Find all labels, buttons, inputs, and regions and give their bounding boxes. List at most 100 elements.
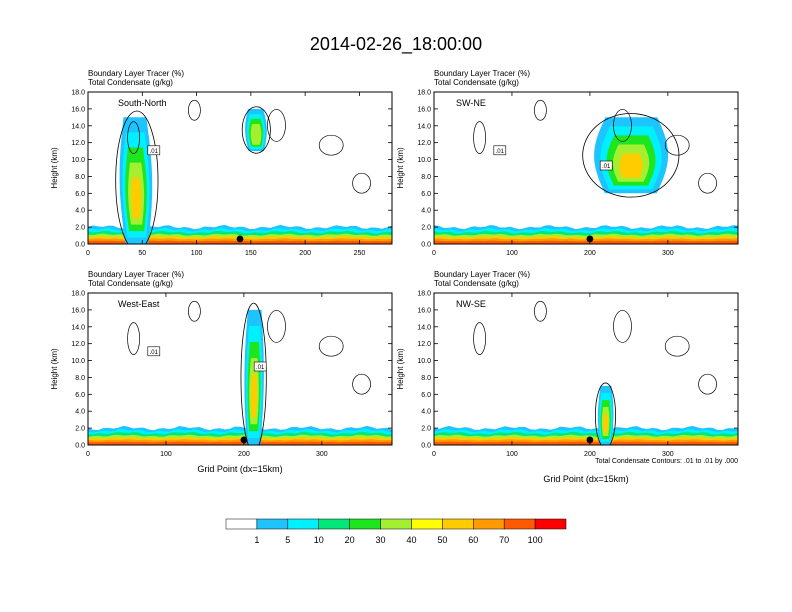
y-axis-label: Height (km) bbox=[50, 147, 59, 189]
colorbar-label: 100 bbox=[528, 535, 543, 545]
condensate-contour bbox=[664, 134, 690, 156]
condensate-contour bbox=[188, 99, 201, 121]
y-tick-label: 8.0 bbox=[421, 375, 431, 382]
x-axis-label: Grid Point (dx=15km) bbox=[197, 464, 282, 474]
colorbar-swatch bbox=[256, 518, 289, 530]
condensate-contour bbox=[613, 109, 632, 142]
figure-title: 2014-02-26_18:00:00 bbox=[310, 34, 482, 55]
x-tick-label: 200 bbox=[584, 250, 596, 257]
condensate-contour bbox=[594, 382, 617, 445]
colorbar-swatch bbox=[442, 518, 474, 530]
plume-level bbox=[603, 414, 609, 433]
y-tick-label: 16.0 bbox=[417, 106, 431, 113]
x-tick-label: 0 bbox=[432, 250, 436, 257]
y-axis-label: Height (km) bbox=[50, 348, 59, 390]
feature-boundary-layer bbox=[434, 225, 738, 244]
colorbar-label: 10 bbox=[314, 535, 324, 545]
condensate-contour bbox=[352, 172, 371, 194]
plume-level bbox=[619, 153, 643, 178]
y-axis-label: Height (km) bbox=[396, 147, 405, 189]
bl-band bbox=[434, 441, 738, 445]
y-tick-label: 10.0 bbox=[417, 358, 431, 365]
bl-band bbox=[434, 240, 738, 244]
x-tick-label: 0 bbox=[86, 451, 90, 458]
contour-note: Total Condensate Contours: .01 to .01 by… bbox=[595, 458, 738, 465]
colorbar-label: 70 bbox=[499, 535, 509, 545]
condensate-contour bbox=[473, 322, 486, 355]
condensate-contour bbox=[267, 109, 286, 142]
y-tick-label: 14.0 bbox=[71, 324, 85, 331]
condensate-contour bbox=[698, 373, 717, 395]
y-tick-label: 2.0 bbox=[421, 426, 431, 433]
condensate-contour bbox=[473, 121, 486, 154]
plot-frame bbox=[87, 91, 393, 245]
variable-label: Total Condensate (g/kg) bbox=[434, 279, 519, 288]
y-tick-label: 6.0 bbox=[75, 392, 85, 399]
colorbar-label: 60 bbox=[468, 535, 478, 545]
y-tick-label: 14.0 bbox=[417, 324, 431, 331]
plume-level bbox=[250, 374, 258, 418]
y-tick-label: 4.0 bbox=[75, 208, 85, 215]
y-tick-label: 4.0 bbox=[421, 208, 431, 215]
contour-label: .01 bbox=[496, 149, 505, 155]
variable-label: Total Condensate (g/kg) bbox=[434, 78, 519, 87]
y-tick-label: 16.0 bbox=[71, 307, 85, 314]
y-tick-label: 8.0 bbox=[421, 174, 431, 181]
condensate-contour bbox=[318, 134, 344, 156]
panel-label: NW-SE bbox=[456, 299, 486, 309]
condensate-contour bbox=[240, 302, 267, 445]
contour-label: .01 bbox=[150, 350, 159, 356]
variable-label: Boundary Layer Tracer (%) bbox=[434, 270, 530, 279]
colorbar-label: 50 bbox=[437, 535, 447, 545]
y-tick-label: 10.0 bbox=[71, 157, 85, 164]
condensate-contour bbox=[188, 300, 201, 322]
colorbar-label: 1 bbox=[254, 535, 259, 545]
contour-label: .01 bbox=[150, 149, 159, 155]
panel-label: South-North bbox=[118, 98, 167, 108]
contour-label-box bbox=[147, 346, 161, 357]
x-axis-label: Grid Point (dx=15km) bbox=[543, 474, 628, 484]
colorbar-swatch bbox=[503, 518, 536, 530]
y-tick-label: 16.0 bbox=[417, 307, 431, 314]
colorbar-swatch bbox=[225, 518, 258, 530]
colorbar-label: 40 bbox=[406, 535, 416, 545]
colorbar-swatch bbox=[318, 518, 350, 530]
x-tick-label: 300 bbox=[662, 250, 674, 257]
contour-label-box bbox=[253, 361, 267, 372]
location-marker bbox=[240, 436, 248, 444]
plot-frame bbox=[433, 292, 739, 446]
y-tick-label: 8.0 bbox=[75, 375, 85, 382]
location-marker bbox=[586, 235, 594, 243]
y-tick-label: 0.0 bbox=[421, 443, 431, 450]
feature-boundary-layer bbox=[88, 425, 392, 445]
y-tick-label: 6.0 bbox=[421, 191, 431, 198]
variable-label: Total Condensate (g/kg) bbox=[88, 78, 173, 87]
y-tick-label: 10.0 bbox=[417, 157, 431, 164]
y-tick-label: 0.0 bbox=[75, 443, 85, 450]
variable-label: Boundary Layer Tracer (%) bbox=[434, 69, 530, 78]
panel-label: SW-NE bbox=[456, 98, 486, 108]
plume-level bbox=[130, 177, 142, 219]
condensate-contour bbox=[698, 172, 717, 194]
colorbar-label: 20 bbox=[345, 535, 355, 545]
y-axis-label: Height (km) bbox=[396, 348, 405, 390]
y-tick-label: 2.0 bbox=[421, 225, 431, 232]
plume-level bbox=[252, 129, 260, 143]
plot-area bbox=[88, 300, 392, 445]
feature-upper-plume bbox=[582, 113, 680, 198]
feature-boundary-layer bbox=[434, 425, 738, 445]
contour-label: .01 bbox=[256, 365, 265, 371]
condensate-contour bbox=[534, 300, 547, 322]
y-tick-label: 12.0 bbox=[417, 140, 431, 147]
x-tick-label: 0 bbox=[432, 451, 436, 458]
location-marker bbox=[586, 436, 594, 444]
colorbar-swatch bbox=[473, 518, 505, 530]
variable-label: Total Condensate (g/kg) bbox=[88, 279, 173, 288]
plot-frame bbox=[433, 91, 739, 245]
condensate-contour bbox=[127, 322, 140, 355]
x-tick-label: 300 bbox=[316, 451, 328, 458]
y-tick-label: 8.0 bbox=[75, 174, 85, 181]
y-tick-label: 18.0 bbox=[71, 90, 85, 97]
location-marker bbox=[236, 235, 244, 243]
